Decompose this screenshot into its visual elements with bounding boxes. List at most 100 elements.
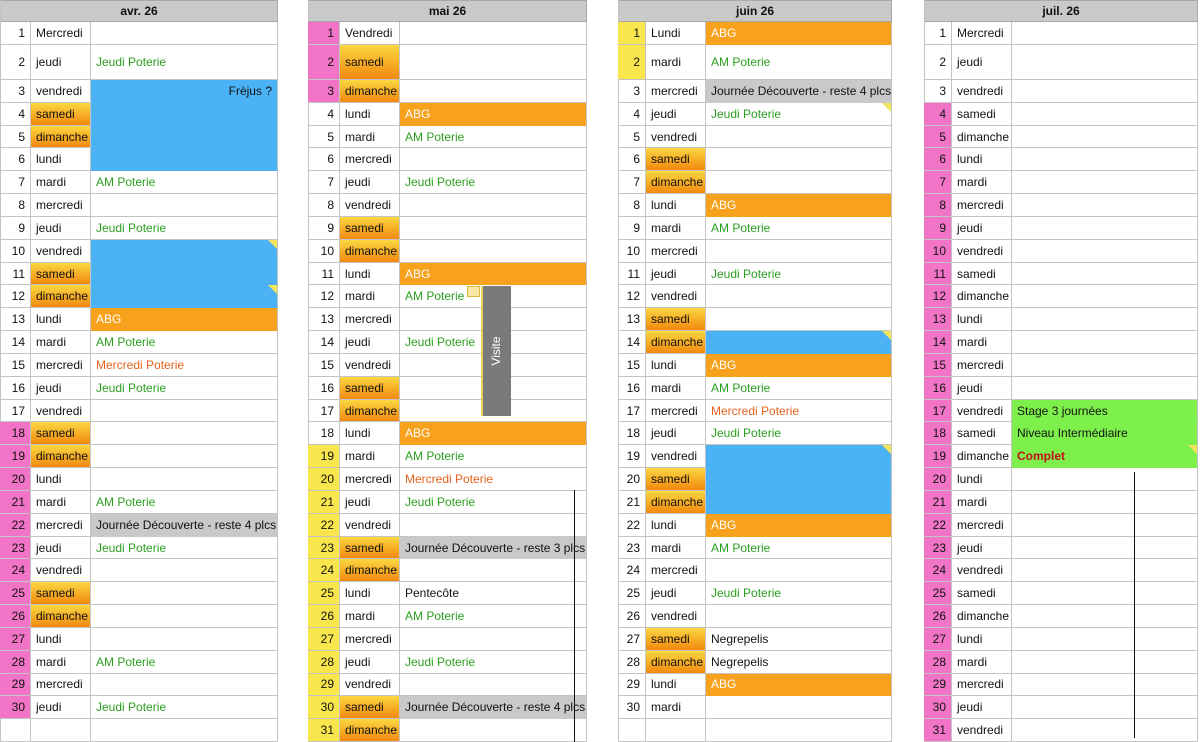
weekday: mercredi [646,559,706,583]
weekday: mardi [340,125,400,149]
event [400,194,587,217]
empty-cell [646,719,706,742]
weekday: jeudi [952,536,1012,560]
day-number: 8 [924,194,952,217]
weekday: jeudi [31,376,91,400]
day-number: 6 [0,148,31,172]
day-number: 29 [924,673,952,697]
day-number: 16 [924,376,952,400]
day-number: 21 [308,490,340,514]
event: ABG [400,262,587,286]
event: Jeudi Poterie [91,536,278,560]
weekday: vendredi [340,673,400,697]
event: Jeudi Poterie [400,171,587,195]
day-number: 13 [0,308,31,332]
event [91,605,278,628]
day-number: 25 [924,582,952,606]
weekday: dimanche [31,285,91,309]
day-number: 6 [308,148,340,172]
day-number: 17 [0,399,31,423]
weekday: dimanche [952,445,1012,469]
event [400,239,587,263]
weekday: samedi [952,422,1012,446]
weekday: vendredi [952,399,1012,423]
weekday: samedi [31,422,91,446]
day-number: 18 [924,422,952,446]
event [91,262,278,286]
weekday: jeudi [952,376,1012,400]
weekday: mercredi [646,239,706,263]
day-number: 27 [618,627,646,651]
comment-marker [268,239,277,249]
day-number: 27 [924,627,952,651]
event [706,331,892,354]
day-number: 17 [924,399,952,423]
event: AM Poterie [91,650,278,674]
weekday: mercredi [340,308,400,332]
day-number: 4 [0,102,31,126]
day-number: 9 [308,216,340,240]
event [1012,376,1198,400]
day-number: 14 [618,331,646,354]
weekday: mardi [31,331,91,354]
day-number: 25 [308,582,340,606]
weekday: vendredi [340,194,400,217]
column-edge [308,0,309,742]
event [400,399,587,423]
event [706,285,892,309]
weekday: mardi [952,650,1012,674]
day-number: 15 [618,353,646,377]
event: Jeudi Poterie [400,650,587,674]
weekday: jeudi [646,102,706,126]
event: Jeudi Poterie [706,422,892,446]
day-number: 20 [618,468,646,491]
weekday: jeudi [646,582,706,606]
weekday: Mercredi [952,22,1012,45]
event [91,125,278,149]
event: Journée Découverte - reste 3 plcs. [400,536,587,560]
weekday: jeudi [31,536,91,560]
event [1012,719,1198,742]
day-number: 24 [618,559,646,583]
event: AM Poterie [400,125,587,149]
day-number: 26 [924,605,952,628]
weekday: lundi [31,148,91,172]
day-number: 5 [308,125,340,149]
event: Negrepelis [706,650,892,674]
day-number: 28 [308,650,340,674]
weekday: jeudi [31,216,91,240]
weekday: mardi [31,490,91,514]
event: Jeudi Poterie [706,262,892,286]
day-number: 28 [0,650,31,674]
weekday: mercredi [340,468,400,491]
day-number: 18 [0,422,31,446]
divider-line [1134,472,1135,738]
event: Pentecôte [400,582,587,606]
event [91,627,278,651]
day-number: 19 [924,445,952,469]
day-number: 4 [618,102,646,126]
event [1012,673,1198,697]
day-number: 21 [924,490,952,514]
event [706,125,892,149]
weekday: mercredi [340,148,400,172]
day-number: 10 [0,239,31,263]
event [91,559,278,583]
empty-cell [31,719,91,742]
event [1012,308,1198,332]
day-number: 24 [924,559,952,583]
weekday: vendredi [646,445,706,469]
weekday: dimanche [340,719,400,742]
event: ABG [400,422,587,446]
weekday: samedi [31,102,91,126]
empty-cell [618,719,646,742]
weekday: dimanche [646,331,706,354]
day-number: 16 [308,376,340,400]
comment-marker [882,331,891,341]
event [400,673,587,697]
event [1012,627,1198,651]
weekday: samedi [340,696,400,720]
day-number: 2 [0,45,31,80]
day-number: 28 [618,650,646,674]
event [1012,696,1198,720]
